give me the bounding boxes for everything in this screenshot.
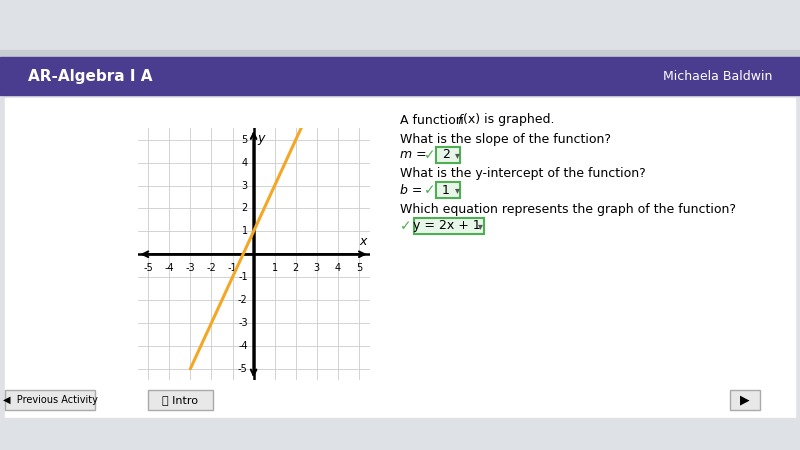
Text: ◀  Previous Activity: ◀ Previous Activity xyxy=(2,395,98,405)
Text: 4: 4 xyxy=(335,263,341,273)
Bar xyxy=(5,390,95,410)
Text: y = 2x + 1: y = 2x + 1 xyxy=(413,220,481,233)
Bar xyxy=(414,218,484,234)
Text: ✓: ✓ xyxy=(400,219,412,233)
Text: ▶: ▶ xyxy=(740,393,750,406)
Text: What is the y-intercept of the function?: What is the y-intercept of the function? xyxy=(400,167,646,180)
Bar xyxy=(0,50,800,60)
Text: 5: 5 xyxy=(242,135,248,145)
Text: -5: -5 xyxy=(238,364,248,374)
Text: -4: -4 xyxy=(165,263,174,273)
Text: m =: m = xyxy=(400,148,426,162)
Text: -3: -3 xyxy=(186,263,195,273)
Text: ✓: ✓ xyxy=(424,148,436,162)
Text: 🔈 Intro: 🔈 Intro xyxy=(162,395,198,405)
Text: AR-Algebra I A: AR-Algebra I A xyxy=(28,68,153,84)
Text: 1: 1 xyxy=(272,263,278,273)
Text: ▾: ▾ xyxy=(478,221,482,231)
Text: 4: 4 xyxy=(242,158,248,167)
Text: -2: -2 xyxy=(206,263,216,273)
Text: ▾: ▾ xyxy=(454,185,459,195)
Text: ▾: ▾ xyxy=(454,150,459,160)
Bar xyxy=(148,390,213,410)
Text: x: x xyxy=(359,235,366,248)
Text: 3: 3 xyxy=(314,263,320,273)
Text: 1: 1 xyxy=(242,226,248,236)
Bar xyxy=(0,57,800,95)
Text: -1: -1 xyxy=(228,263,238,273)
Text: 2: 2 xyxy=(293,263,299,273)
Text: 1: 1 xyxy=(442,184,450,197)
Text: Which equation represents the graph of the function?: Which equation represents the graph of t… xyxy=(400,202,736,216)
Text: 3: 3 xyxy=(242,180,248,190)
Bar xyxy=(730,390,760,410)
Text: (x) is graphed.: (x) is graphed. xyxy=(463,113,554,126)
Bar xyxy=(436,147,460,163)
Text: -5: -5 xyxy=(143,263,153,273)
Bar xyxy=(5,98,795,418)
Text: -2: -2 xyxy=(238,295,248,305)
Bar xyxy=(0,418,800,450)
Text: A function: A function xyxy=(400,113,468,126)
Bar xyxy=(436,182,460,198)
Text: 2: 2 xyxy=(242,203,248,213)
Text: 2: 2 xyxy=(442,148,450,162)
Text: -1: -1 xyxy=(238,272,248,282)
Text: b =: b = xyxy=(400,184,422,197)
Bar xyxy=(0,0,800,55)
Text: y: y xyxy=(258,132,265,145)
Text: 5: 5 xyxy=(356,263,362,273)
Text: ✓: ✓ xyxy=(424,183,436,197)
Text: -3: -3 xyxy=(238,318,248,328)
Text: Michaela Baldwin: Michaela Baldwin xyxy=(662,69,772,82)
Text: f: f xyxy=(457,113,462,126)
Text: -4: -4 xyxy=(238,341,248,351)
Text: What is the slope of the function?: What is the slope of the function? xyxy=(400,132,611,145)
